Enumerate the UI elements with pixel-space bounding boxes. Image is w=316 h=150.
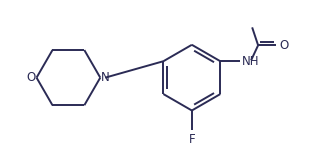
Text: NH: NH [242, 55, 260, 68]
Text: O: O [26, 71, 36, 84]
Text: F: F [189, 133, 195, 146]
Text: N: N [101, 71, 110, 84]
Text: O: O [279, 39, 288, 52]
